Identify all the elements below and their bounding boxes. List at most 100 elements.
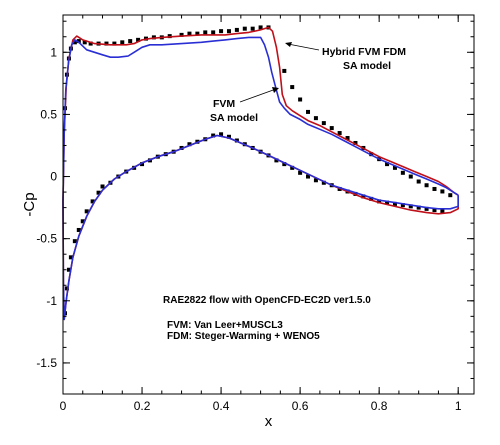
x-tick-label: 0 xyxy=(60,399,67,413)
data-point xyxy=(234,27,239,32)
data-point xyxy=(298,170,303,175)
data-point xyxy=(100,184,105,189)
info-line-3: FDM: Steger-Warming + WENO5 xyxy=(167,331,320,342)
data-point xyxy=(82,40,87,45)
data-point xyxy=(385,200,390,205)
callout-hybrid-arrow xyxy=(287,43,320,51)
data-point xyxy=(306,174,311,179)
data-point xyxy=(211,30,216,35)
data-point xyxy=(203,30,208,35)
plot-frame xyxy=(62,14,475,395)
y-tick-label: 0 xyxy=(50,170,57,184)
series-line-fvm xyxy=(62,36,459,321)
data-point xyxy=(321,180,326,185)
data-point xyxy=(377,199,382,204)
data-point xyxy=(361,194,366,199)
data-point xyxy=(96,190,101,195)
y-tick-label: 0.5 xyxy=(40,107,57,121)
data-point xyxy=(88,41,93,46)
x-tick-label: 0.2 xyxy=(134,399,151,413)
y-tick-label: -0.5 xyxy=(36,232,57,246)
data-point xyxy=(313,178,318,183)
data-point xyxy=(120,40,125,45)
data-point xyxy=(226,134,231,139)
data-point xyxy=(80,219,85,224)
data-point xyxy=(369,196,374,201)
data-point xyxy=(345,136,350,141)
data-point xyxy=(416,205,421,210)
callout-hybrid-line2: SA model xyxy=(343,60,391,72)
x-tick-label: 0.4 xyxy=(213,399,230,413)
data-point xyxy=(219,132,224,137)
callout-fvm-arrow xyxy=(239,88,277,103)
data-point xyxy=(250,26,255,31)
data-point xyxy=(298,97,303,102)
data-point xyxy=(72,239,77,244)
data-point xyxy=(195,31,200,36)
callout-hybrid-line1: Hybrid FVM FDM xyxy=(322,46,406,58)
data-point xyxy=(179,32,184,37)
data-point xyxy=(84,209,89,214)
x-tick-label: 0.8 xyxy=(371,399,388,413)
data-point xyxy=(306,109,311,114)
data-point xyxy=(128,39,133,44)
data-point xyxy=(211,133,216,138)
data-point xyxy=(408,204,413,209)
callout-fvm-arrowhead xyxy=(272,87,279,93)
data-point xyxy=(424,206,429,211)
data-point xyxy=(416,179,421,184)
data-point xyxy=(242,26,247,31)
annotation-layer: Hybrid FVM FDM SA model FVM SA model RAE2822… xyxy=(163,42,406,342)
axes-layer: 0 0.2 0.4 0.6 0.8 1 -1.5 -1 -0.5 0 0.5 1 x -Cp xyxy=(21,14,475,430)
data-point xyxy=(226,29,231,34)
data-point xyxy=(448,193,453,198)
data-point xyxy=(440,209,445,214)
data-point xyxy=(385,162,390,167)
data-point xyxy=(424,183,429,188)
data-point xyxy=(337,131,342,136)
data-point xyxy=(187,142,192,147)
data-point xyxy=(90,199,95,204)
y-axis-title: -Cp xyxy=(21,192,38,216)
x-tick-label: 0.6 xyxy=(292,399,309,413)
data-point xyxy=(392,165,397,170)
data-point xyxy=(136,37,141,42)
data-point xyxy=(321,121,326,126)
data-point xyxy=(432,208,437,213)
data-point xyxy=(151,35,156,40)
data-point xyxy=(112,41,117,46)
info-line-2: FVM: Van Leer+MUSCL3 xyxy=(167,320,283,331)
y-tick-label: -1.5 xyxy=(36,356,57,370)
data-point xyxy=(408,174,413,179)
data-point xyxy=(76,227,81,232)
data-point xyxy=(104,41,109,46)
data-point xyxy=(353,140,358,145)
data-point xyxy=(290,85,295,90)
series-markers-experiment xyxy=(62,25,453,316)
data-point xyxy=(440,189,445,194)
data-point xyxy=(72,40,77,45)
data-point xyxy=(258,25,263,30)
data-point xyxy=(400,170,405,175)
callout-fvm-line1: FVM xyxy=(213,98,235,110)
data-point xyxy=(400,203,405,208)
series-layer xyxy=(62,25,459,321)
callout-hybrid-arrowhead xyxy=(285,42,292,47)
data-point xyxy=(290,165,295,170)
data-point xyxy=(187,31,192,36)
data-point xyxy=(66,267,71,272)
data-point xyxy=(76,39,81,44)
data-point xyxy=(274,158,279,163)
data-point xyxy=(392,201,397,206)
callout-fvm-line2: SA model xyxy=(210,112,258,124)
data-point xyxy=(68,255,73,260)
y-tick-label: 1 xyxy=(50,45,57,59)
data-point xyxy=(64,286,69,291)
info-line-0: RAE2822 flow with OpenCFD-EC2D ver1.5.0 xyxy=(163,295,371,306)
data-point xyxy=(282,162,287,167)
x-tick-label: 1 xyxy=(455,399,462,413)
data-point xyxy=(282,68,287,73)
data-point xyxy=(313,116,318,121)
data-point xyxy=(432,186,437,191)
